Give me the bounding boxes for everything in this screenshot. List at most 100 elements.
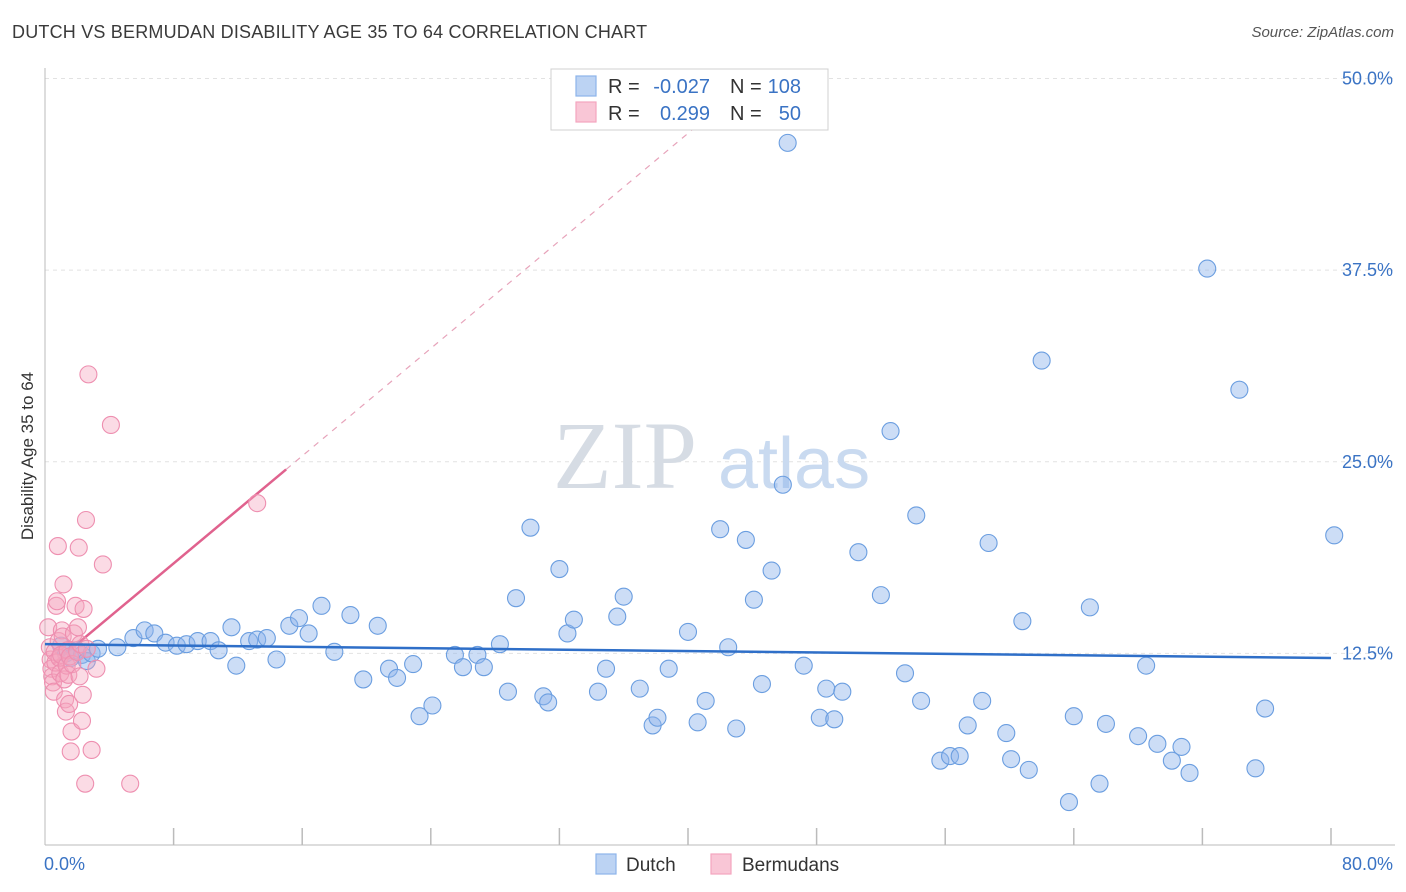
dutch-point [849,543,868,562]
bermudans-trend-segment [52,468,287,666]
dutch-point [289,609,309,628]
bermudans-points [39,365,267,793]
dutch-point [810,708,829,727]
dutch-point [404,655,423,674]
y-tick-label: 25.0% [1342,452,1393,472]
dutch-point [752,674,771,694]
dutch-r-value: -0.027 [653,76,710,98]
dutch-point [1129,727,1148,746]
bermudans-point [79,365,98,384]
dutch-point [1246,759,1265,778]
bermudans-point [48,537,67,556]
dutch-point [744,590,763,609]
series-legend: Dutch Bermudans [595,853,839,876]
dutch-trend-segment [44,642,1332,660]
stats-legend-box [550,68,829,131]
dutch-point [108,638,127,657]
dutch-point [1064,707,1083,726]
dutch-point [727,719,746,738]
dutch-point [762,561,781,580]
dutch-point [1019,760,1038,779]
bermudans-trend-line [52,119,705,666]
dutch-point [778,133,797,152]
dutch-point [248,630,267,649]
bermudans-r-value: 0.299 [660,103,710,125]
y-tick-label: 12.5% [1342,643,1393,663]
dutch-point [1198,259,1217,278]
dutch-point [997,724,1016,743]
dutch-point [1180,763,1199,782]
dutch-point [608,607,627,626]
dutch-point [227,656,246,675]
dutch-point [688,713,707,732]
dutch-swatch [575,75,597,97]
dutch-point [871,586,890,605]
dutch-point [950,747,969,766]
grid-lines [45,78,1395,654]
bermudans-point [121,774,140,793]
dutch-point [881,422,900,441]
legend-bermudans-label: Bermudans [742,855,839,876]
bermudans-point [60,694,79,714]
dutch-n-label: N = [730,76,762,98]
dutch-point [325,642,344,661]
y-tick-label: 37.5% [1342,260,1393,280]
dutch-point [931,751,950,770]
dutch-point [958,716,977,735]
bermudans-point [93,555,112,574]
dutch-point [521,518,540,537]
dutch-point [222,618,241,637]
dutch-point [1096,714,1115,733]
dutch-point [1090,774,1109,793]
dutch-point [1032,351,1051,370]
dutch-point [1002,750,1021,769]
axes [44,68,1395,846]
bermudans-point [76,774,95,793]
dutch-point [833,682,852,701]
bermudans-point [69,538,88,557]
y-axis-title: Disability Age 35 to 64 [18,372,37,540]
dutch-point [907,506,926,525]
bermudans-point [54,575,73,594]
dutch-point [156,633,175,652]
dutch-point [659,659,678,678]
dutch-point [1256,699,1275,718]
dutch-point [1080,598,1099,617]
bermudans-point [76,510,96,530]
bermudans-point [74,599,93,618]
stats-legend: R = -0.027 N = 108 R = 0.299 N = 50 [550,68,829,131]
source-label: Source: ZipAtlas.com [1251,24,1394,41]
dutch-point [387,668,407,687]
dutch-points [52,133,1344,812]
dutch-point [539,693,558,712]
dutch-point [678,622,698,641]
x-tick-label: 80.0% [1342,854,1393,874]
dutch-point [596,659,616,678]
bermudans-point [68,618,88,637]
dutch-point [711,520,730,539]
dutch-point [267,650,286,669]
dutch-point [299,624,318,643]
dutch-point [912,691,931,710]
dutch-point [257,628,276,648]
bermudans-swatch [575,101,597,123]
dutch-point [1148,734,1167,753]
dutch-trend-line [44,642,1332,660]
dutch-point [209,641,228,660]
bermudans-point [73,685,92,704]
dutch-point [1059,793,1079,812]
dutch-point [1172,737,1191,756]
bermudans-point [43,673,63,692]
dutch-point [177,635,196,654]
bermudans-point [59,665,78,684]
bermudans-point [39,618,58,637]
dutch-n-value: 108 [768,76,801,98]
bermudans-point [70,667,89,686]
dutch-point [1230,380,1249,399]
dutch-point [648,708,667,727]
dutch-point [979,533,998,553]
dutch-point [498,682,518,701]
y-tick-label: 50.0% [1342,69,1393,89]
dutch-point [1013,612,1032,631]
dutch-point [588,682,608,701]
